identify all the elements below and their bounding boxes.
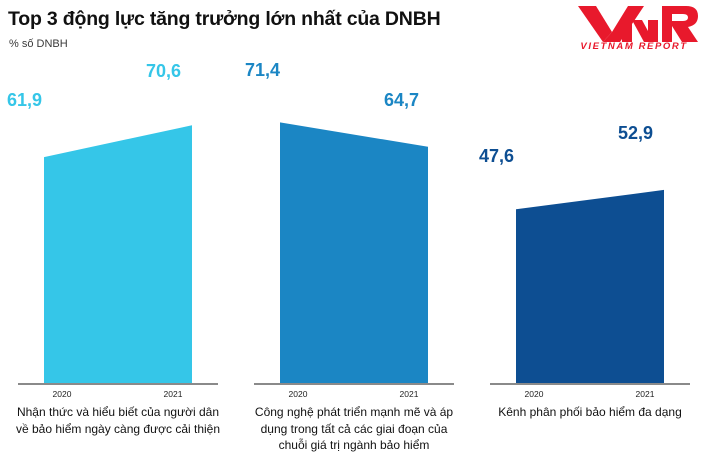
group-caption-1: Nhận thức và hiểu biết của người dân về … (8, 404, 228, 437)
value-label-2021-group1: 70,6 (146, 61, 182, 81)
caption-line: Nhận thức và hiểu biết của người dân (16, 405, 220, 419)
bar-plot-2: 71,4 64,7 2020 2021 (238, 60, 470, 399)
caption-line: dụng trong tất cả các giai đoạn của (260, 421, 448, 436)
caption-line: chuỗi giá trị ngành bảo hiểm (278, 438, 430, 452)
caption-line: Công nghệ phát triển mạnh mẽ và áp (254, 405, 454, 419)
axis-tick-2021-group2: 2021 (399, 389, 419, 399)
axis-tick-2020-group3: 2020 (524, 389, 544, 399)
chart-subtitle: % số DNBH (9, 38, 68, 50)
axis-tick-2020-group1: 2020 (52, 389, 72, 399)
group-caption-2: Công nghệ phát triển mạnh mẽ và áp dụng … (244, 404, 464, 454)
bar-shape-2 (280, 122, 428, 384)
bar-shape-3 (516, 189, 664, 383)
bar-shape-1 (44, 125, 192, 384)
axis-tick-2021-group3: 2021 (635, 389, 655, 399)
value-label-2020-group3: 47,6 (478, 146, 514, 166)
caption-line: Kênh phân phối bảo hiểm đa dạng (498, 405, 682, 419)
page-title: Top 3 động lực tăng trưởng lớn nhất của … (8, 8, 441, 30)
vietnam-report-logo: VIETNAM REPORT (570, 6, 698, 56)
axis-baseline-2 (254, 383, 454, 385)
vnr-logo-icon (570, 6, 698, 42)
axis-baseline-3 (490, 383, 690, 385)
bar-group-2: 71,4 64,7 2020 2021 Công nghệ phát triển… (238, 60, 470, 473)
caption-line: về bảo hiểm ngày càng được cải thiện (15, 421, 221, 436)
axis-tick-2021-group1: 2021 (163, 389, 183, 399)
value-label-2021-group2: 64,7 (384, 90, 420, 110)
value-label-2020-group1: 61,9 (6, 90, 42, 110)
chart-header: Top 3 động lực tăng trưởng lớn nhất của … (0, 0, 704, 80)
bar-group-3: 47,6 52,9 2020 2021 Kênh phân phối bảo h… (474, 80, 704, 473)
group-caption-3: Kênh phân phối bảo hiểm đa dạng (480, 404, 700, 421)
logo-caption: VIETNAM REPORT (580, 41, 688, 52)
axis-tick-2020-group2: 2020 (288, 389, 308, 399)
value-label-2021-group3: 52,9 (618, 123, 654, 143)
value-label-2020-group2: 71,4 (244, 60, 280, 80)
bar-plot-1: 61,9 70,6 2020 2021 (2, 61, 234, 399)
bar-group-1: 61,9 70,6 2020 2021 Nhận thức và hiểu bi… (2, 61, 234, 473)
bar-chart: 61,9 70,6 2020 2021 Nhận thức và hiểu bi… (0, 60, 704, 473)
bar-plot-3: 47,6 52,9 2020 2021 (474, 80, 704, 399)
axis-baseline-1 (18, 383, 218, 385)
